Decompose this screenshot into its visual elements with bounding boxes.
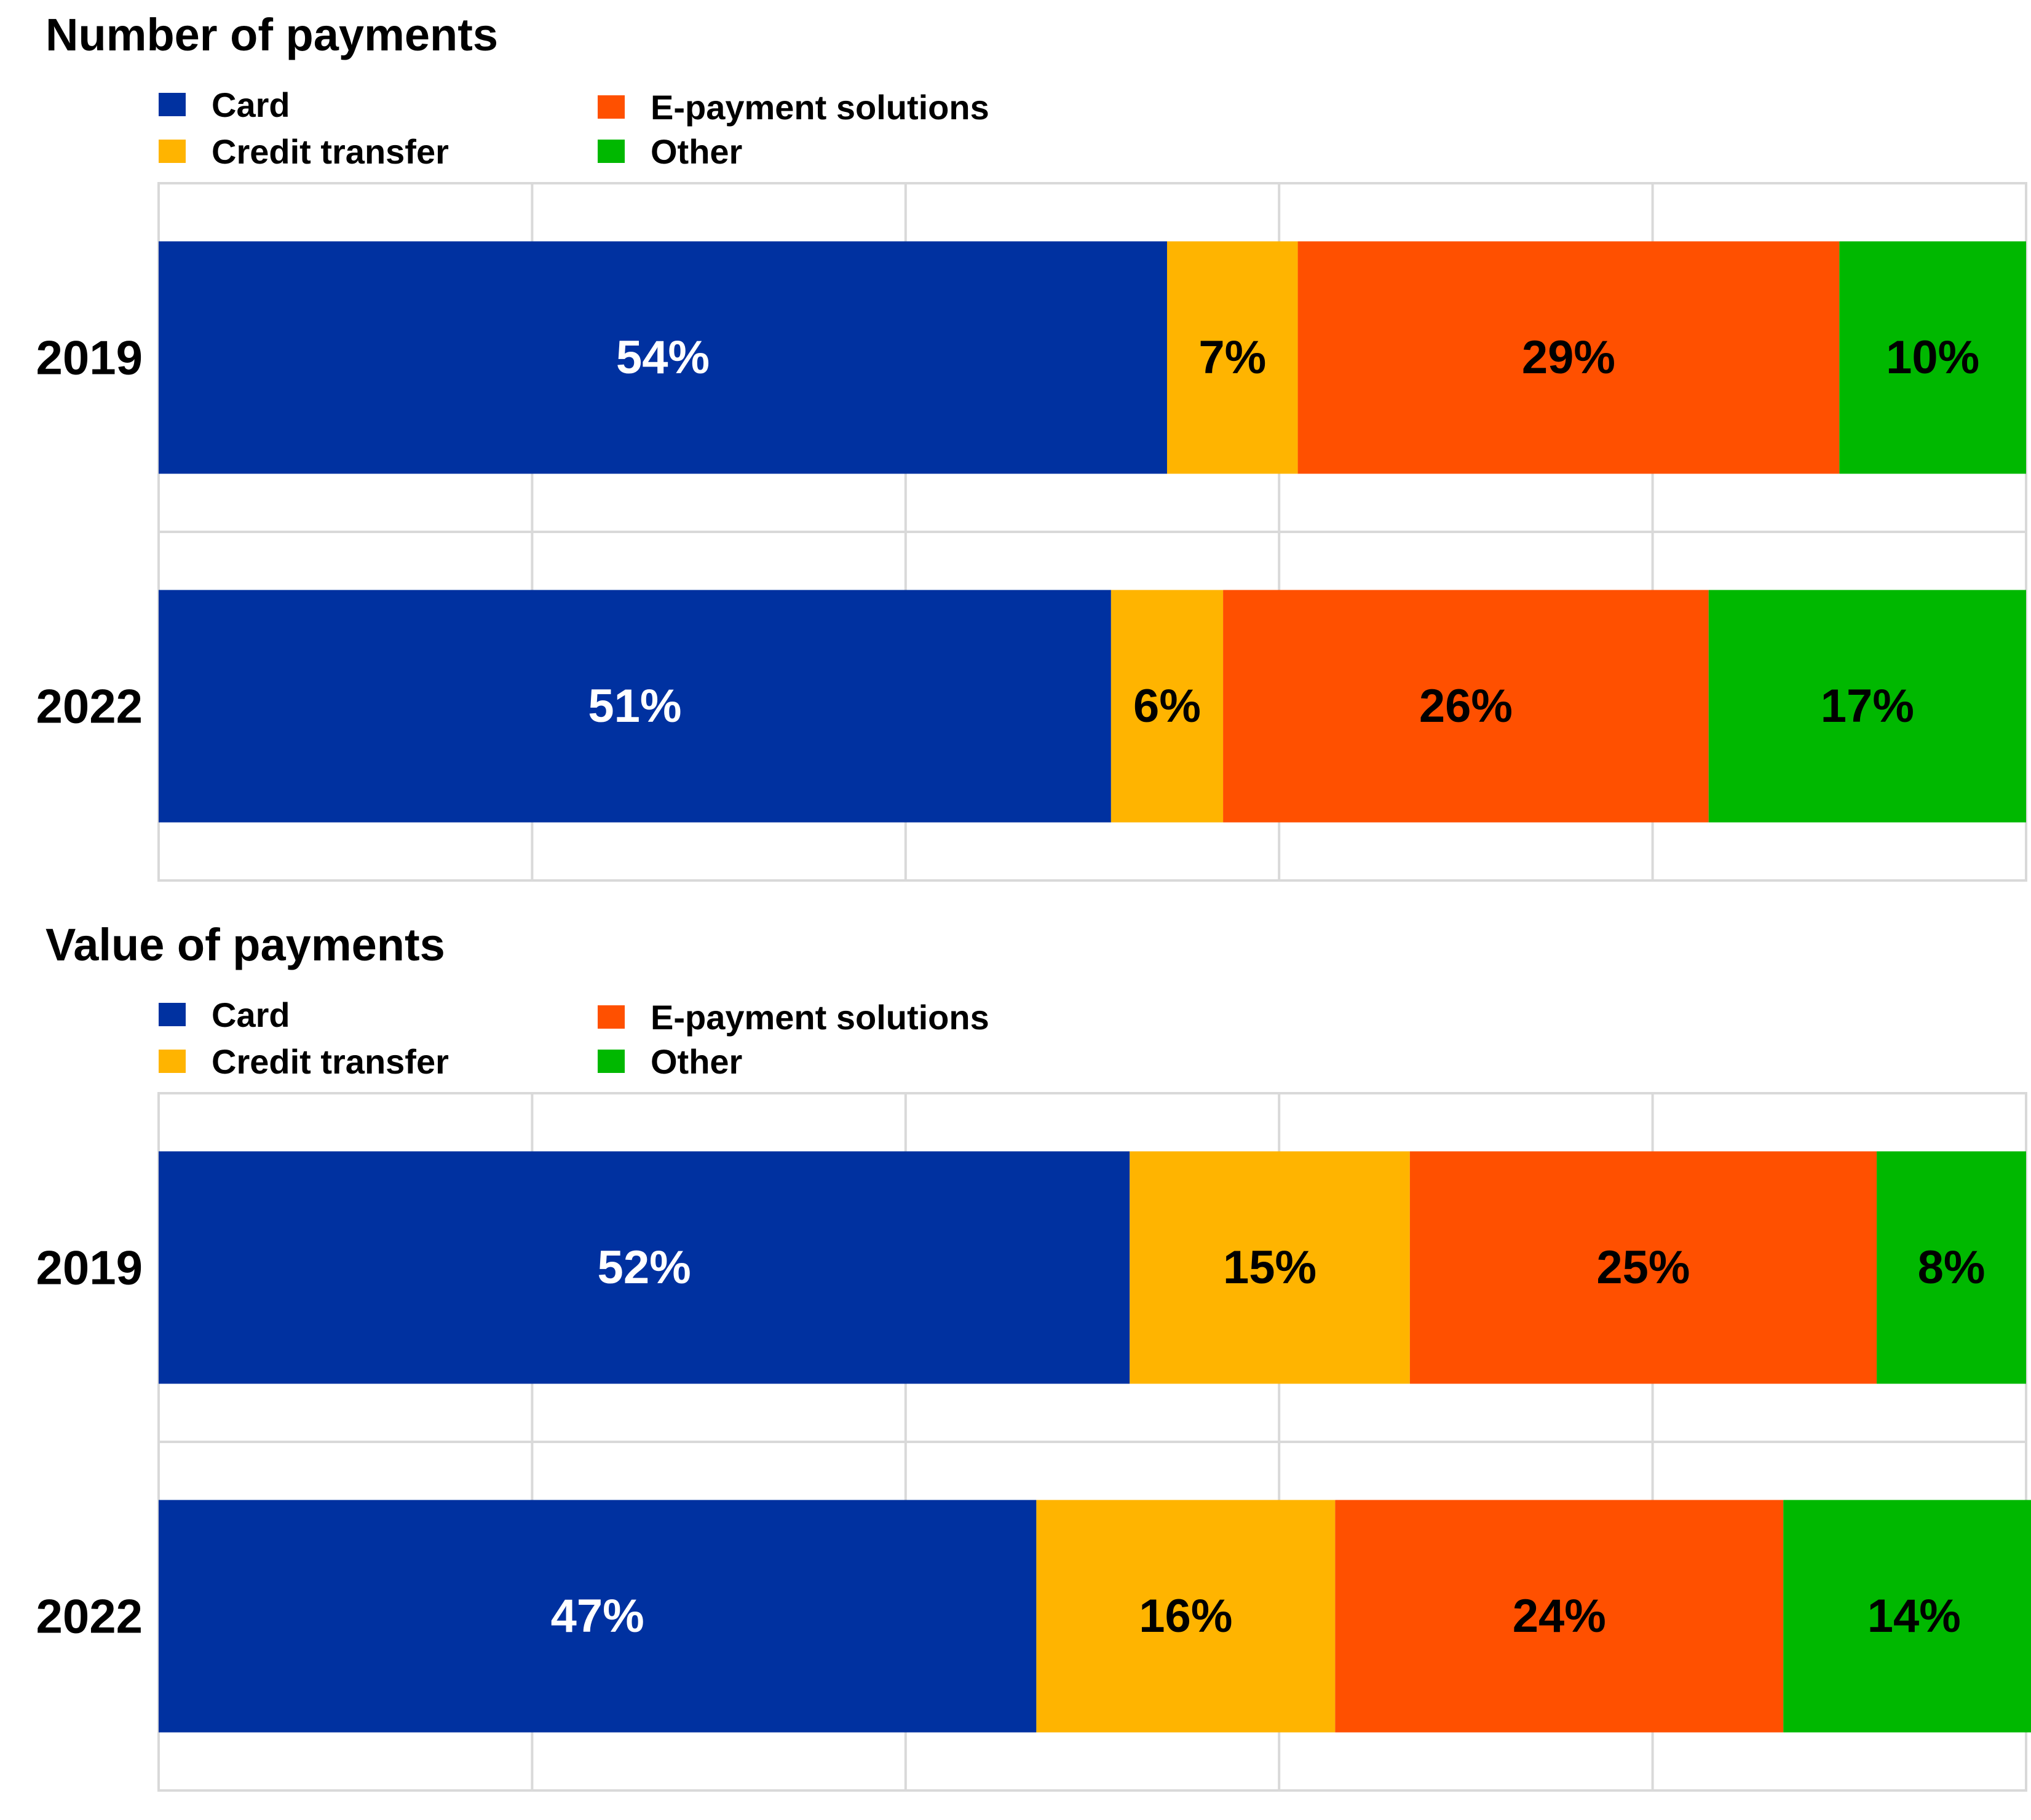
bar-segment-e-payment (1409, 1151, 1877, 1384)
legend-item-credit-transfer: Credit transfer (159, 132, 449, 171)
legend-swatch-e-payment-solutions (598, 1005, 625, 1029)
data-label: 47% (551, 1590, 644, 1642)
bar-segment-card (159, 241, 1167, 474)
data-label: 16% (1139, 1590, 1232, 1642)
legend-label: E-payment solutions (651, 87, 989, 127)
data-label: 29% (1522, 331, 1615, 384)
data-label: 14% (1867, 1590, 1961, 1642)
bar-segment-credit-transfer (1130, 1151, 1410, 1384)
bar-segment-other (1839, 241, 2026, 474)
data-label: 52% (598, 1241, 691, 1294)
chart-title: Number of payments (46, 9, 499, 60)
legend-swatch-card (159, 93, 186, 116)
legend-swatch-other (598, 1050, 625, 1073)
legend-swatch-credit-transfer (159, 1050, 186, 1073)
bar-segment-e-payment (1223, 590, 1709, 823)
data-label: 6% (1133, 680, 1201, 732)
legend-swatch-card (159, 1003, 186, 1026)
legend-item-other: Other (598, 1042, 743, 1081)
bar-segment-e-payment (1335, 1500, 1784, 1733)
bar-segment-other (1708, 590, 2026, 823)
bar-segment-credit-transfer (1166, 241, 1298, 474)
chart-title: Value of payments (46, 919, 445, 970)
bar-segment-credit-transfer (1036, 1500, 1336, 1733)
legend: Card Credit transfer E-payment solutions… (0, 910, 1107, 1081)
legend-item-card: Card (159, 995, 290, 1034)
data-label: 54% (616, 331, 710, 384)
year-label: 2022 (36, 1589, 143, 1644)
legend-swatch-other (598, 140, 625, 163)
legend-label: Credit transfer (212, 1042, 449, 1081)
bar-segment-card (159, 1500, 1037, 1733)
data-label: 25% (1596, 1241, 1690, 1294)
data-label: 24% (1513, 1590, 1606, 1642)
plot-area: 2019 52% 15% 25% 8% 2022 47% 16% 24% 14% (36, 1092, 2031, 1792)
legend-label: Credit transfer (212, 132, 449, 171)
plot-area: 2019 54% 7% 29% 10% 2022 51% 6% 26% 17% (36, 182, 2027, 882)
legend: Card Credit transfer E-payment solutions… (0, 0, 1107, 171)
legend-swatch-credit-transfer (159, 140, 186, 163)
data-label: 51% (588, 680, 681, 732)
legend-item-other: Other (598, 132, 743, 171)
legend-label: Card (212, 995, 290, 1034)
chart-value-of-payments: Value of payments Card Credit transfer E… (0, 910, 2031, 1820)
data-label: 17% (1821, 680, 1914, 732)
legend-label: Other (651, 132, 743, 171)
bar-segment-credit-transfer (1111, 590, 1224, 823)
bar-segment-other (1783, 1500, 2031, 1733)
bar-segment-other (1877, 1151, 2026, 1384)
data-label: 7% (1198, 331, 1266, 384)
bar-segment-card (159, 590, 1111, 823)
year-label: 2019 (36, 1241, 143, 1295)
data-label: 15% (1223, 1241, 1316, 1294)
bar-segment-card (159, 1151, 1130, 1384)
bar-segment-e-payment (1297, 241, 1840, 474)
year-label: 2019 (36, 331, 143, 385)
legend-label: Card (212, 85, 290, 124)
legend-swatch-e-payment-solutions (598, 95, 625, 119)
legend-item-credit-transfer: Credit transfer (159, 1042, 449, 1081)
year-label: 2022 (36, 679, 143, 734)
legend-item-card: Card (159, 85, 290, 124)
legend-item-e-payment-solutions: E-payment solutions (598, 87, 989, 127)
data-label: 10% (1886, 331, 1979, 384)
chart-number-of-payments: Number of payments Card Credit transfer … (0, 0, 2027, 882)
legend-label: Other (651, 1042, 743, 1081)
legend-label: E-payment solutions (651, 997, 989, 1037)
data-label: 8% (1918, 1241, 1985, 1294)
data-label: 26% (1419, 680, 1513, 732)
legend-item-e-payment-solutions: E-payment solutions (598, 997, 989, 1037)
